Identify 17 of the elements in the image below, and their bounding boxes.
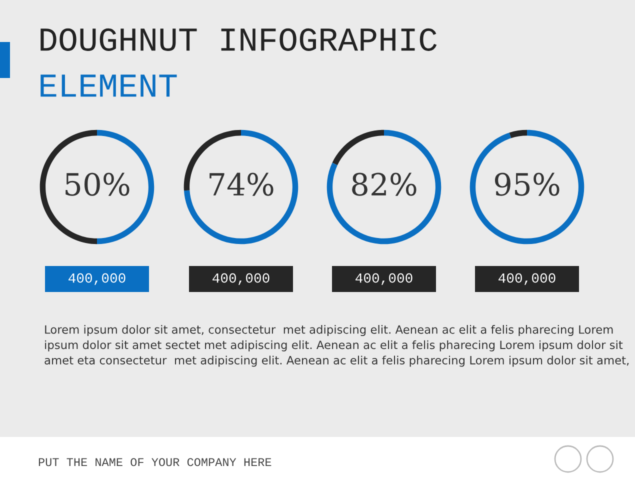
donut-slice (509, 130, 527, 138)
text: 400,000 (498, 273, 556, 286)
data-label: 50% (66, 172, 130, 196)
donut-slice (470, 130, 584, 244)
data-label: 95% (494, 172, 560, 196)
donut-slice (332, 130, 384, 166)
text: DOUGHNUT INFOGRAPHIC (40, 28, 437, 51)
data-label: 82% (352, 172, 416, 196)
donut-slice (184, 130, 298, 244)
donut-slice (326, 130, 442, 244)
text: 400,000 (356, 273, 412, 286)
text: 400,000 (68, 273, 126, 286)
text: 400,000 (212, 273, 270, 286)
text: PUT THE NAME OF YOUR COMPANY HERE (38, 458, 272, 466)
data-label: 74% (210, 172, 274, 196)
text: Lorem ipsum dolor sit amet, consectetur met adipiscing elit. Aenean ac elit a felis pharecing Lorem ipsum dolor sit amet sectet met adipiscing elit. Aenean ac elit a felis pharecing Lorem ipsum dolor sit amet eta consectetur met adipiscing elit. Aenean ac elit a felis pharecing Lorem ipsum dolor sit amet, (44, 325, 629, 367)
chart-subtitle: ELEMENT (40, 74, 177, 97)
